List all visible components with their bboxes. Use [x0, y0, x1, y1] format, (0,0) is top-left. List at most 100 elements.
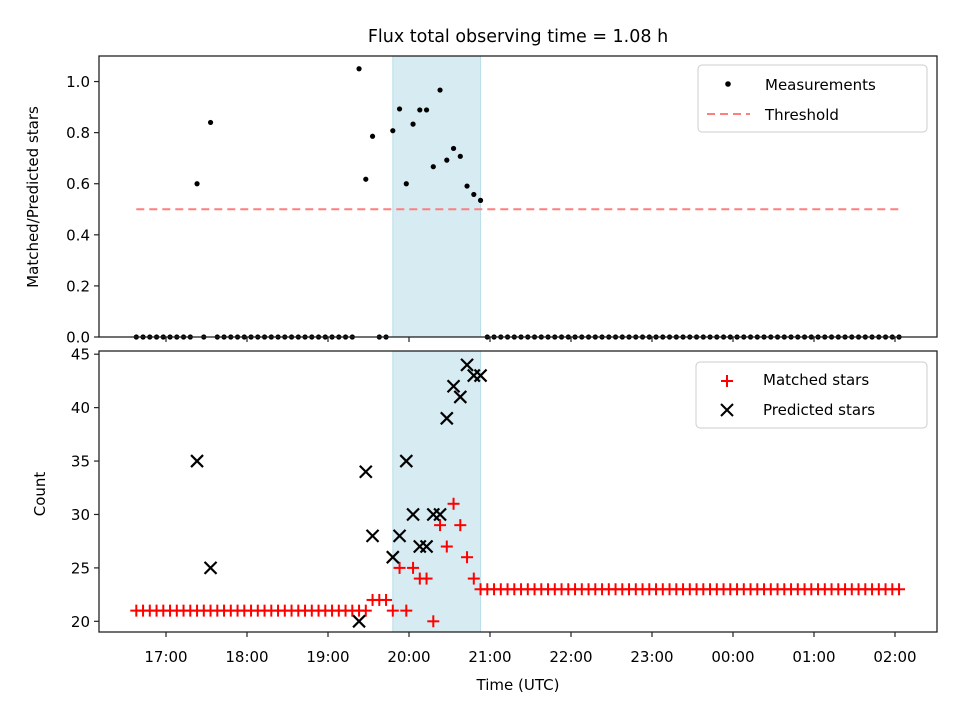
predicted-star-point: [406, 507, 420, 522]
measurement-point: [417, 107, 423, 113]
top-y-ticks: 0.0 0.2 0.4 0.6 0.8 1.0: [66, 73, 99, 347]
x-axis-label: Time (UTC): [476, 676, 560, 694]
legend-measurements-marker: [725, 81, 731, 87]
top-legend: Measurements Threshold: [697, 64, 928, 133]
legend-predicted-label: Predicted stars: [763, 401, 875, 419]
matched-star-point: [400, 604, 413, 617]
x-tick-label: 18:00: [225, 648, 268, 666]
y-tick-label: 20: [71, 613, 90, 631]
matched-star-point: [447, 497, 460, 510]
predicted-star-point: [365, 529, 380, 543]
measurement-point: [464, 183, 470, 189]
measurement-point: [430, 164, 436, 170]
legend-matched-label: Matched stars: [763, 371, 869, 389]
observing-interval-shade-bottom: [392, 350, 482, 633]
legend-matched-marker: [721, 375, 733, 387]
x-tick-label: 01:00: [792, 648, 835, 666]
measurement-point: [369, 133, 376, 139]
matched-star-point: [359, 604, 372, 617]
measurement-point: [363, 176, 369, 182]
x-tick-label: 22:00: [549, 648, 592, 666]
y-tick-label: 40: [71, 399, 90, 417]
matched-stars-points: [130, 497, 906, 628]
matched-star-point: [467, 572, 480, 585]
y-tick-label: 0.4: [66, 226, 90, 244]
matched-star-point: [380, 593, 393, 606]
x-tick-label: 00:00: [711, 648, 754, 666]
y-tick-label: 30: [71, 506, 90, 524]
y-tick-label: 0.2: [66, 277, 90, 295]
top-legend-box: [697, 64, 928, 133]
predicted-star-point: [440, 411, 454, 426]
bottom-y-ticks: 20 25 30 35 40 45: [71, 346, 99, 631]
measurement-point: [450, 145, 457, 152]
predicted-star-point: [392, 529, 407, 543]
top-axes-frame: [98, 55, 938, 338]
predicted-star-point: [460, 358, 474, 372]
measurement-point: [444, 157, 450, 163]
x-tick-label: 23:00: [630, 648, 673, 666]
measurement-point: [477, 197, 484, 203]
matched-star-point: [420, 572, 433, 585]
x-tick-label: 21:00: [468, 648, 511, 666]
measurement-point: [423, 107, 430, 113]
measurement-point: [403, 181, 409, 187]
legend-measurements-label: Measurements: [765, 76, 876, 94]
predicted-star-point: [433, 507, 447, 522]
matched-star-point: [407, 561, 420, 574]
matched-star-point: [461, 551, 474, 564]
legend-predicted-marker: [720, 403, 734, 417]
predicted-star-point: [359, 464, 373, 479]
bottom-legend-box: [695, 361, 928, 429]
measurement-point: [356, 66, 362, 72]
predicted-star-point: [190, 454, 204, 468]
top-x-ticks: [165, 337, 896, 342]
predicted-star-point: [399, 454, 414, 468]
predicted-star-point: [419, 539, 434, 554]
measurement-point: [457, 153, 463, 159]
x-tick-label: 20:00: [387, 648, 430, 666]
observing-interval-shade-top: [392, 55, 482, 338]
matched-star-point: [434, 519, 447, 532]
y-tick-label: 0.8: [66, 124, 90, 142]
bottom-legend: Matched stars Predicted stars: [695, 361, 928, 429]
measurement-points: [133, 66, 902, 340]
predicted-star-point: [453, 390, 468, 404]
matched-star-point: [454, 519, 467, 532]
x-tick-label: 02:00: [873, 648, 916, 666]
bottom-axes-frame: [98, 350, 938, 633]
y-tick-label: 0.0: [66, 329, 90, 347]
y-tick-label: 1.0: [66, 73, 90, 91]
chart-title: Flux total observing time = 1.08 h: [368, 27, 668, 47]
measurement-point: [207, 119, 214, 126]
measurement-point: [471, 191, 477, 198]
measurement-point: [437, 87, 443, 93]
x-tick-label: 19:00: [306, 648, 349, 666]
y-tick-label: 25: [71, 559, 90, 577]
top-panel: 0.0 0.2 0.4 0.6 0.8 1.0 Matched/Predicted sta…: [24, 55, 938, 347]
predicted-star-point: [203, 561, 218, 575]
legend-threshold-label: Threshold: [764, 106, 839, 124]
matched-star-point: [386, 604, 399, 617]
measurement-point: [194, 181, 200, 187]
x-tick-label: 17:00: [144, 648, 187, 666]
measurement-point: [396, 106, 403, 112]
measurement-point: [390, 128, 396, 134]
bottom-x-ticks: 17:00 18:00 19:00 20:00 21:00 22:00 23:00 00:00…: [144, 632, 917, 666]
y-tick-label: 0.6: [66, 175, 90, 193]
matched-star-point: [427, 615, 440, 628]
bottom-panel: 20 25 30 35 40 45 17:00 18:00 19:00 20:00 21:00 22…: [31, 346, 938, 694]
matched-star-point: [393, 561, 406, 574]
y-tick-label: 35: [71, 453, 90, 471]
matched-star-point: [440, 540, 453, 553]
bottom-y-label: Count: [31, 472, 49, 517]
matched-star-point: [893, 583, 906, 596]
y-tick-label: 45: [71, 346, 90, 364]
measurement-point: [410, 121, 416, 127]
predicted-star-point: [446, 379, 461, 394]
predicted-star-point: [386, 550, 400, 564]
predicted-star-point: [352, 614, 366, 629]
predicted-stars-points: [190, 358, 488, 629]
top-y-label: Matched/Predicted stars: [24, 106, 42, 288]
